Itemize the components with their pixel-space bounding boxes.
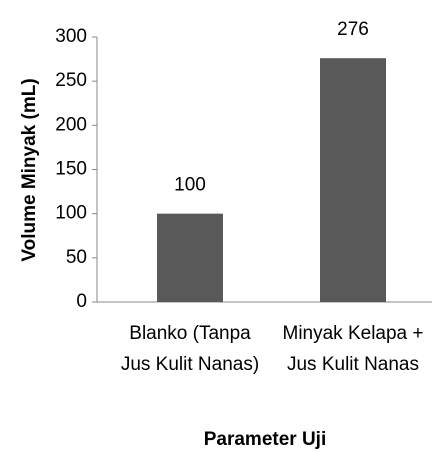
data-label: 276 [337, 19, 369, 40]
y-tick-label: 250 [55, 70, 87, 91]
y-tick-label: 100 [55, 203, 87, 224]
bar [320, 58, 386, 303]
x-tick-label: Blanko (Tanpa Jus Kulit Nanas) [120, 323, 260, 375]
x-tick-label: Minyak Kelapa + Jus Kulit Nanas [282, 323, 424, 375]
data-label: 100 [174, 175, 206, 196]
y-tick-label: 50 [66, 247, 87, 268]
y-axis-label: Volume Minyak (mL) [19, 78, 40, 261]
y-tick-label: 150 [55, 159, 87, 180]
x-axis-label: Parameter Uji [204, 429, 327, 450]
bar [157, 213, 223, 302]
y-tick-label: 0 [76, 291, 87, 312]
y-tick-label: 300 [55, 26, 87, 47]
y-tick-label: 200 [55, 114, 87, 135]
